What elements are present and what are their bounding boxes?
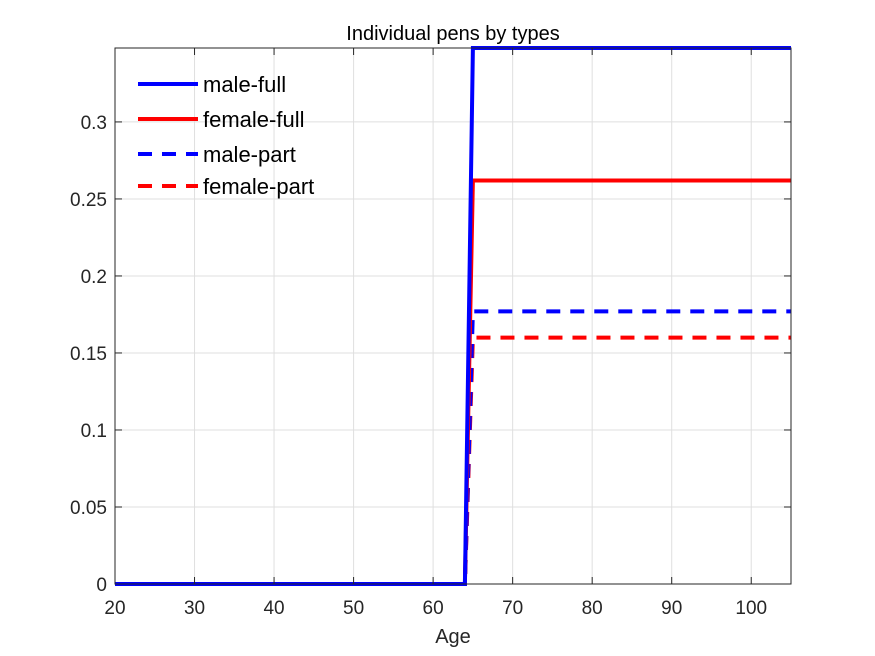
x-tick-label: 40 [263, 598, 284, 619]
ticks: 20 30 40 50 60 70 80 90 100 0 0.05 0.1 0.15 0.2 0.25 0.… [70, 48, 791, 619]
legend-label-female-full: female-full [203, 107, 304, 132]
x-axis-label: Age [435, 626, 471, 648]
x-tick-label: 20 [104, 598, 125, 619]
chart-title: Individual pens by types [346, 23, 559, 45]
legend-label-male-full: male-full [203, 72, 286, 97]
legend-label-male-part: male-part [203, 142, 296, 167]
y-tick-label: 0.25 [70, 190, 107, 211]
legend-label-female-part: female-part [203, 174, 314, 199]
y-tick-label: 0.15 [70, 344, 107, 365]
y-tick-label: 0.3 [81, 113, 107, 134]
y-tick-label: 0.1 [81, 421, 107, 442]
x-tick-label: 70 [502, 598, 523, 619]
x-tick-label: 100 [735, 598, 767, 619]
grid [114, 48, 791, 585]
x-tick-label: 30 [184, 598, 205, 619]
x-tick-label: 90 [661, 598, 682, 619]
y-tick-label: 0.05 [70, 498, 107, 519]
axes-box [114, 47, 792, 585]
x-tick-label: 80 [582, 598, 603, 619]
legend: male-full female-full male-part female-part [138, 72, 314, 199]
y-tick-label: 0.2 [81, 267, 107, 288]
x-tick-label: 60 [423, 598, 444, 619]
plot-area [115, 48, 791, 584]
x-tick-label: 50 [343, 598, 364, 619]
y-tick-label: 0 [96, 575, 107, 596]
